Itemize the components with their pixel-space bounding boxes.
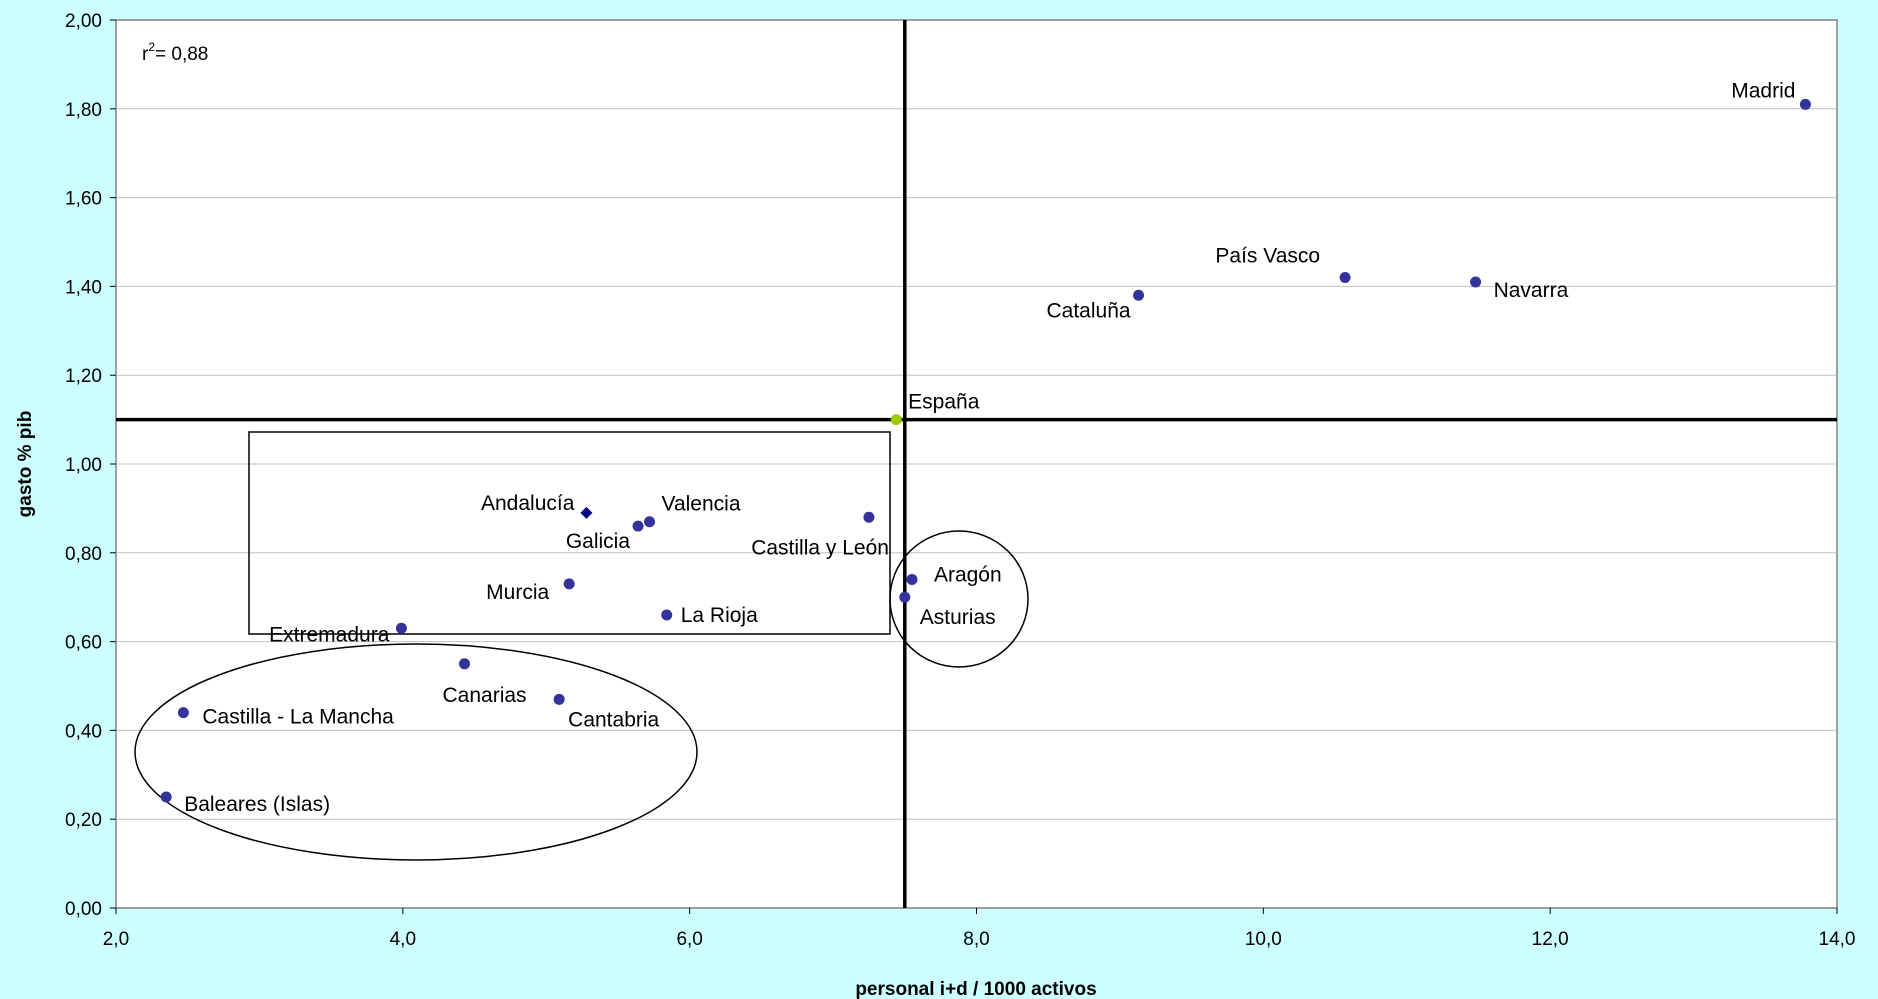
point-label: Madrid [1731,79,1795,102]
point-label: Andalucía [481,492,575,515]
point-label: Cataluña [1046,299,1130,322]
point-label: Baleares (Islas) [184,793,330,816]
r-squared-annotation: r2= 0,88 [142,40,208,65]
y-axis-title: gasto % pib [15,411,36,518]
r-superscript: 2 [148,40,155,54]
point-label: España [908,391,980,414]
y-tick-labels: 0,00 0,20 0,40 0,60 0,80 1,00 1,20 1,40 1,60 1,80… [65,11,102,920]
point-labels: Madrid País Vasco Navarra Cataluña España And… [184,79,1795,816]
data-point [395,622,407,634]
x-tick-label: 12,0 [1532,929,1569,950]
data-point [580,506,593,519]
point-label: Murcia [486,581,549,604]
x-tick-label: 2,0 [103,929,129,950]
point-label: Cantabria [568,708,659,731]
y-tick-label: 0,20 [65,810,102,831]
highlight-circle-group [889,530,1029,668]
point-label: País Vasco [1215,245,1320,268]
data-point [632,520,644,532]
x-tick-label: 6,0 [676,929,702,950]
data-point [459,658,471,670]
point-label: Extremadura [269,623,390,646]
x-tick-labels: 2,0 4,0 6,0 8,0 10,0 12,0 14,0 [103,929,1856,950]
point-label: Canarias [443,684,527,707]
data-point [661,609,673,621]
y-tick-label: 0,40 [65,721,102,742]
point-label: La Rioja [681,604,758,627]
y-tick-label: 1,40 [65,277,102,298]
point-label: Castilla - La Mancha [202,706,394,729]
data-points [160,98,1811,803]
point-label: Asturias [920,606,996,629]
data-point [1799,98,1811,110]
y-tick-label: 1,00 [65,455,102,476]
data-point [863,511,875,523]
point-label: Valencia [662,493,741,516]
data-point [899,591,911,603]
data-point [177,707,189,719]
data-point [906,573,918,585]
y-tick-label: 1,60 [65,189,102,210]
x-axis-title: personal i+d / 1000 activos [855,979,1096,999]
gridlines [110,19,1838,914]
data-point [890,414,902,426]
data-point [563,578,575,590]
data-point [553,693,565,705]
highlight-ellipse-group [134,643,698,861]
y-tick-label: 1,20 [65,366,102,387]
x-tick-label: 10,0 [1245,929,1282,950]
data-point [1470,276,1482,288]
data-point [644,516,656,528]
highlight-box-group [248,431,891,635]
x-tick-label: 4,0 [390,929,416,950]
point-label: Aragón [934,563,1002,586]
y-tick-label: 0,60 [65,633,102,654]
data-point [1339,272,1351,284]
x-tick-label: 14,0 [1819,929,1856,950]
y-tick-label: 0,00 [65,899,102,920]
y-tick-label: 2,00 [65,11,102,32]
data-point [160,791,172,803]
r-prefix: r [142,44,149,65]
point-label: Galicia [566,530,631,553]
point-label: Navarra [1494,279,1569,302]
x-tick-label: 8,0 [963,929,989,950]
y-tick-label: 1,80 [65,100,102,121]
y-tick-label: 0,80 [65,544,102,565]
data-point [1133,289,1145,301]
r-value: = 0,88 [155,44,208,65]
point-label: Castilla y León [751,536,889,559]
